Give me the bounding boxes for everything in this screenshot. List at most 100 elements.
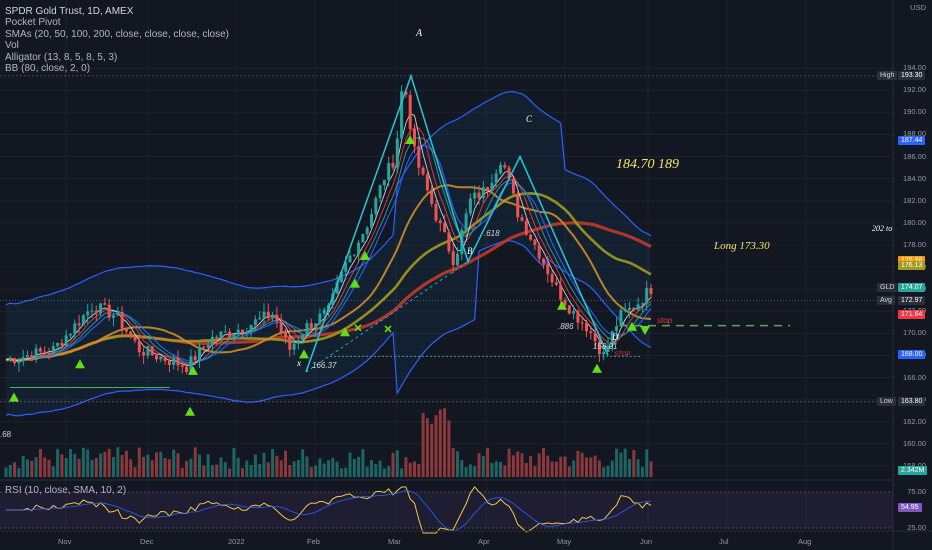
- volume-bar: [400, 468, 404, 477]
- volume-bar: [103, 451, 107, 477]
- candle-body: [623, 309, 627, 311]
- volume-bar: [335, 461, 339, 477]
- candle-body: [408, 94, 412, 130]
- chart-legend: SPDR Gold Trust, 1D, AMEX Pocket Pivot S…: [5, 6, 229, 74]
- candle-body: [180, 365, 184, 367]
- candle-body: [546, 263, 550, 275]
- volume-bar: [589, 457, 593, 477]
- volume-bar: [387, 466, 391, 477]
- cross-marker: [354, 324, 362, 332]
- candle-body: [529, 234, 533, 240]
- volume-bar: [124, 450, 128, 477]
- candle-body: [404, 91, 408, 95]
- candle-body: [73, 323, 77, 334]
- candle-body: [219, 331, 223, 339]
- candle-body: [232, 334, 236, 337]
- candle-body: [142, 352, 146, 356]
- candle-body: [563, 299, 567, 306]
- volume-bar: [17, 468, 21, 477]
- volume-bar: [511, 455, 515, 477]
- time-tick-label: May: [557, 537, 572, 546]
- candle-body: [38, 348, 42, 352]
- sma-50-line: [5, 184, 652, 362]
- candle-body: [249, 324, 253, 332]
- candle-body: [202, 346, 206, 348]
- volume-bar: [382, 468, 386, 477]
- volume-bar: [370, 460, 373, 477]
- volume-bar: [241, 468, 244, 477]
- candle-body: [335, 282, 339, 294]
- x-value-label: 166.37: [312, 361, 337, 370]
- volume-bar: [77, 458, 81, 477]
- volume-bar: [223, 462, 227, 477]
- volume-bar: [210, 465, 214, 477]
- volume-bar: [554, 461, 558, 477]
- point-d-label: D: [612, 332, 619, 342]
- candle-body: [550, 274, 554, 283]
- candle-body: [94, 310, 98, 314]
- candle-body: [116, 312, 120, 316]
- price-tick-label: 184.00: [903, 173, 926, 183]
- candle-body: [365, 227, 369, 234]
- price-tag-name: GLD: [877, 283, 898, 293]
- volume-bar: [619, 452, 623, 477]
- pocket-pivot-marker: [75, 359, 85, 369]
- candle-body: [86, 311, 90, 316]
- candle-body: [632, 307, 636, 310]
- volume-bar: [185, 460, 189, 477]
- time-tick-label: Jun: [640, 537, 653, 546]
- volume-bar: [167, 459, 171, 477]
- candle-body: [318, 313, 322, 324]
- time-tick-label: 2022: [228, 537, 245, 546]
- volume-bar: [499, 461, 502, 477]
- candle-body: [77, 323, 81, 326]
- volume-bar: [438, 409, 442, 477]
- volume-bar: [593, 455, 597, 477]
- candle-body: [275, 314, 279, 322]
- rsi-line: [6, 486, 652, 534]
- candle-body: [51, 346, 55, 354]
- candle-body: [176, 358, 180, 366]
- point-a-label: A: [416, 28, 423, 39]
- volume-bar: [417, 463, 421, 477]
- volume-bar: [636, 459, 640, 477]
- volume-bar: [628, 459, 631, 477]
- price-tick-label: 186.00: [903, 151, 926, 161]
- volume-bar: [374, 464, 378, 477]
- candle-body: [468, 198, 472, 214]
- volume-bar: [34, 457, 38, 477]
- candle-body: [559, 284, 563, 300]
- volume-bar: [180, 467, 184, 477]
- price-tick-label: 194.00: [903, 63, 926, 73]
- volume-bar: [357, 456, 361, 477]
- volume-bar: [26, 459, 29, 477]
- volume-bar: [623, 448, 627, 477]
- stop-label: stop: [657, 316, 673, 325]
- volume-bar: [460, 459, 464, 477]
- volume-bar: [202, 465, 206, 477]
- candle-body: [137, 340, 141, 353]
- candle-body: [542, 258, 545, 264]
- price-tick-label: 190.00: [903, 107, 926, 117]
- pocket-pivot-marker: [188, 365, 198, 375]
- stop-label-2: STOP: [614, 352, 631, 358]
- volume-bar: [563, 456, 567, 477]
- volume-bar: [520, 453, 524, 477]
- pocket-pivot-marker: [592, 363, 602, 373]
- candle-body: [516, 193, 520, 218]
- candle-body: [26, 355, 29, 357]
- price-tag: 187.44: [898, 135, 926, 145]
- fib-618-label: .618: [484, 229, 500, 238]
- volume-bar: [142, 456, 146, 477]
- volume-bar: [51, 466, 55, 477]
- candle-body: [602, 351, 606, 355]
- volume-bar: [38, 449, 42, 477]
- candle-body: [172, 358, 176, 365]
- volume-bar: [232, 447, 236, 477]
- volume-bar: [107, 448, 111, 477]
- volume-bar: [408, 462, 412, 477]
- volume-bar: [494, 461, 498, 477]
- left-edge-label: .68: [0, 430, 12, 439]
- volume-bar: [13, 462, 17, 477]
